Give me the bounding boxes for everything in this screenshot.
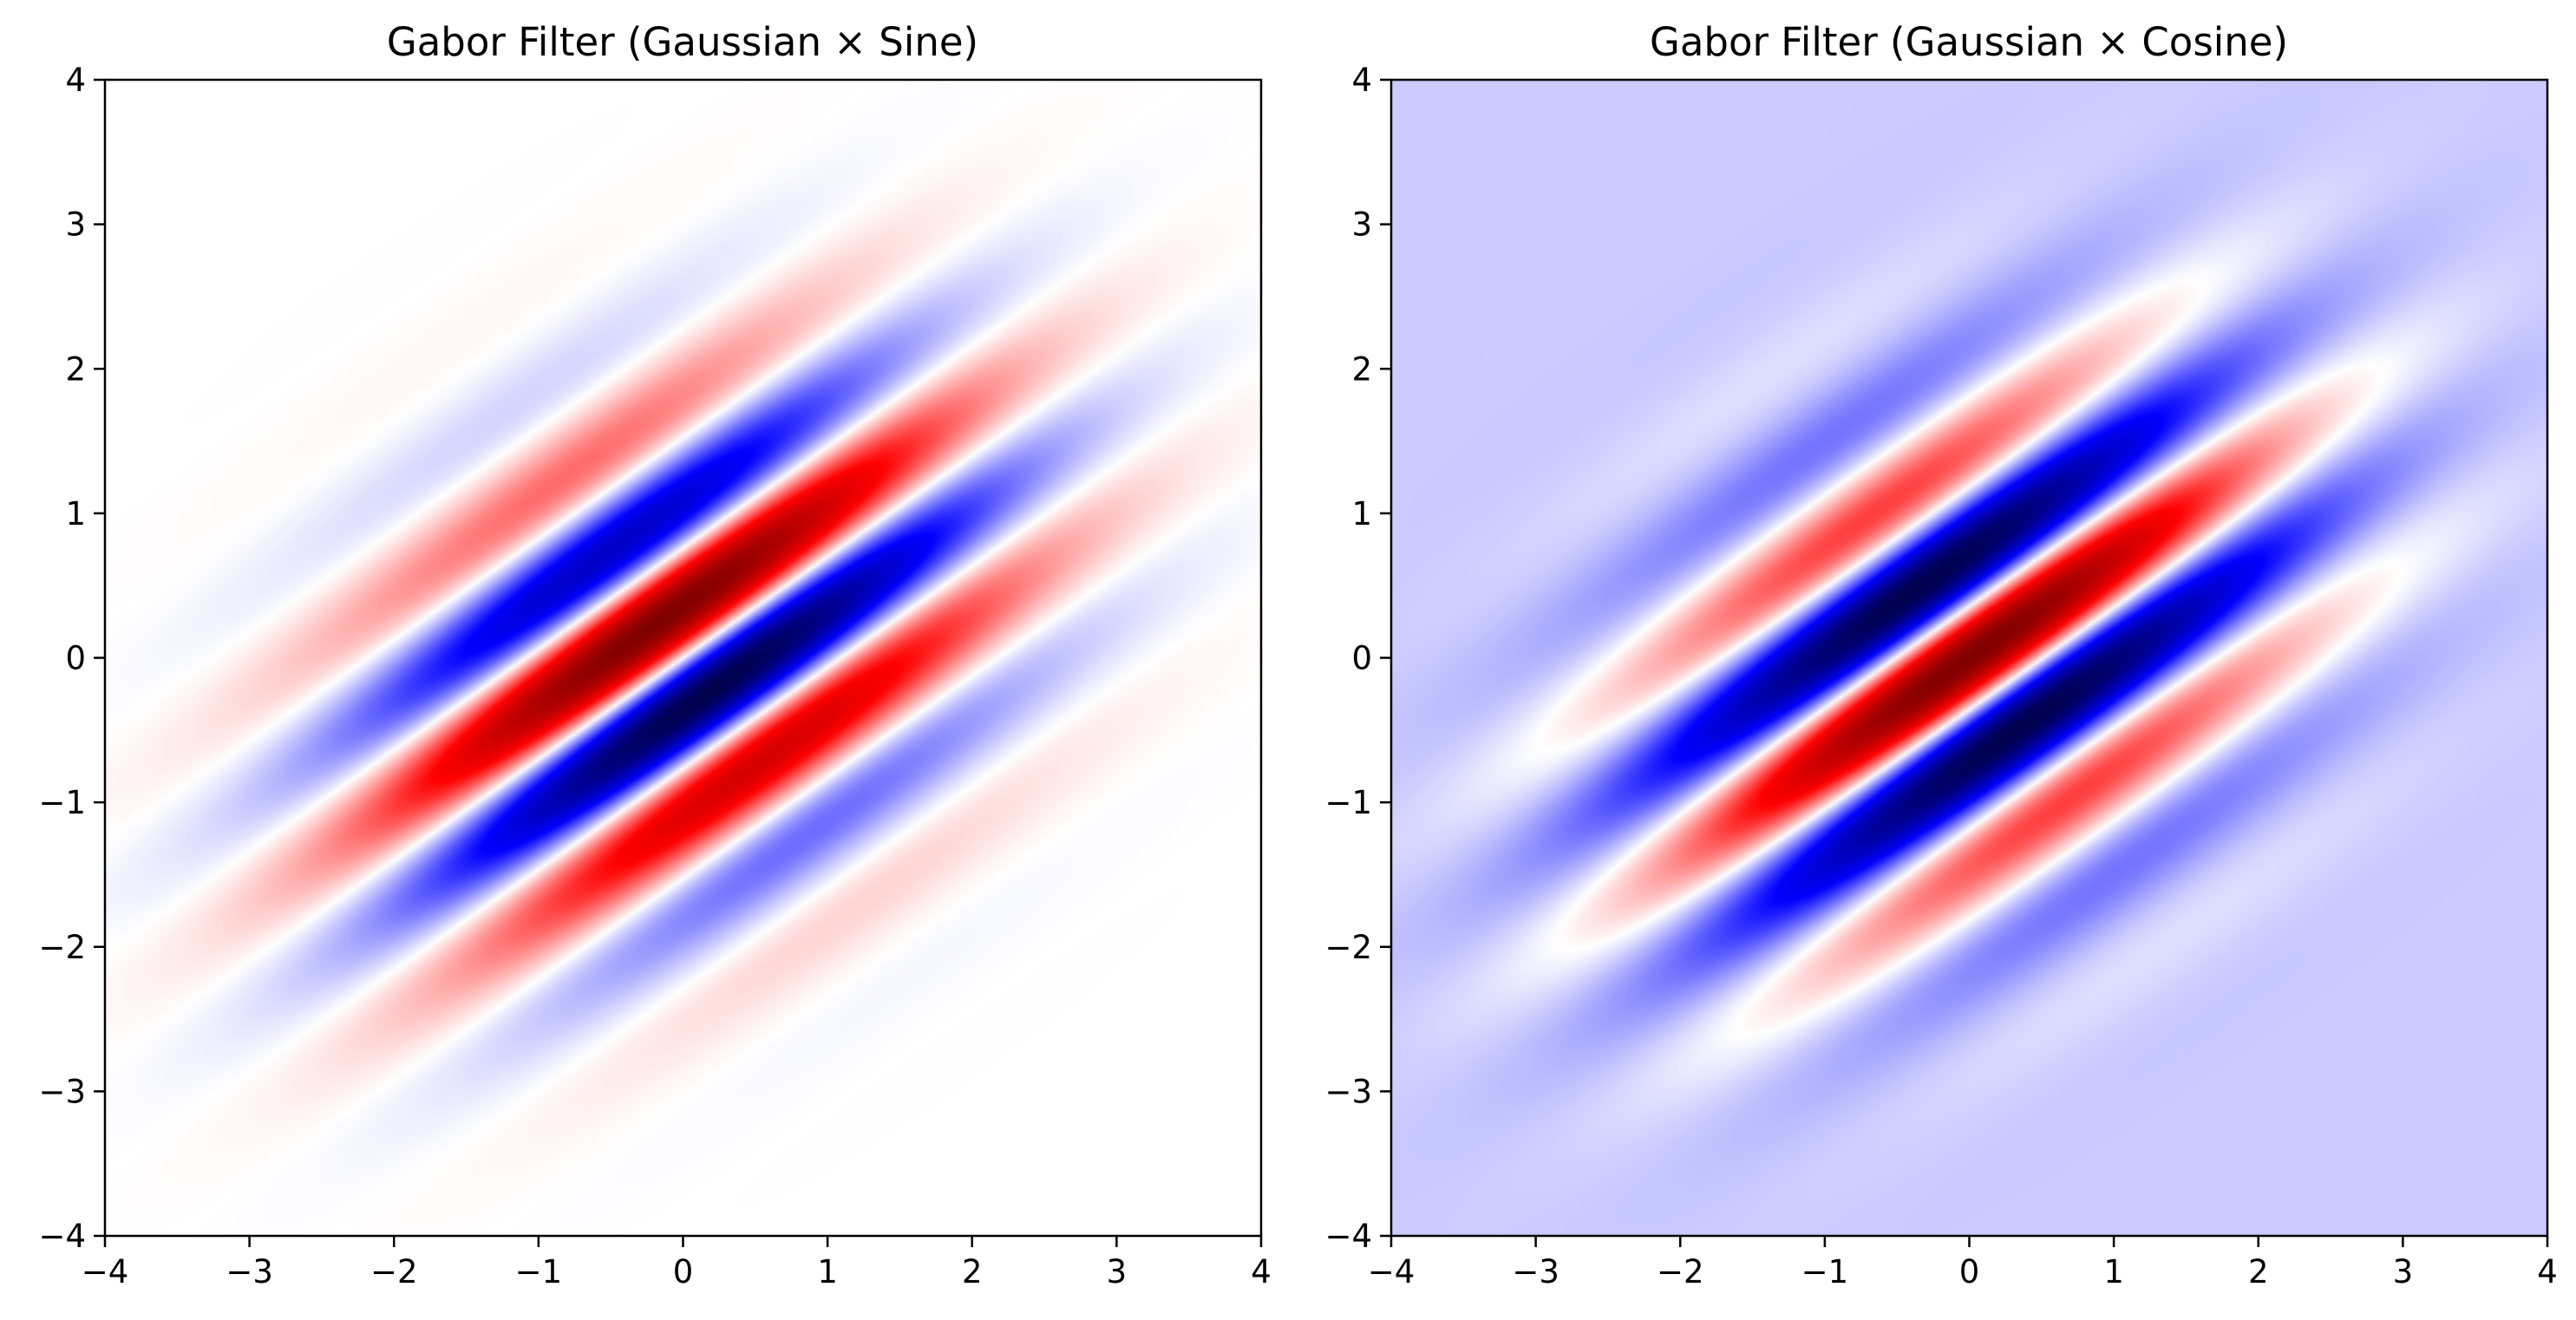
gabor-cosine-x-tick-label: −1 [1801,1253,1849,1291]
gabor-cosine-x-tick-label: −3 [1512,1253,1559,1291]
gabor-sine-y-tick-label: −1 [38,784,86,821]
gabor-sine-y-axis: −4 −3 −2 −1 0 1 2 3 4 [38,62,105,1255]
gabor-sine-y-tick-label: 2 [65,350,86,388]
gabor-sine-x-tick-label: −2 [370,1253,418,1291]
gabor-sine-x-tick-label: −4 [82,1253,129,1291]
gabor-cosine-x-tick-label: 3 [2393,1253,2414,1291]
gabor-cosine-y-tick-label: 4 [1351,62,1372,99]
gabor-sine-x-tick-label: 1 [817,1253,838,1291]
gabor-cosine-x-tick-label: 1 [2103,1253,2124,1291]
gabor-cosine-y-tick-label: 3 [1351,206,1372,244]
gabor-sine-heatmap [105,80,1261,1236]
gabor-sine-y-tick-label: 3 [65,206,86,244]
gabor-cosine-y-tick-label: −1 [1324,784,1372,821]
gabor-cosine-y-tick-label: −3 [1324,1073,1372,1110]
gabor-cosine-x-tick-label: −4 [1368,1253,1415,1291]
gabor-sine-x-tick-label: 3 [1107,1253,1128,1291]
gabor-sine-x-tick-label: 4 [1251,1253,1272,1291]
gabor-sine-x-axis: −4 −3 −2 −1 0 1 2 3 4 [82,1236,1272,1291]
gabor-sine-y-tick-label: 0 [65,640,86,677]
gabor-sine-y-tick-label: −4 [38,1218,86,1255]
gabor-cosine-x-tick-label: 2 [2248,1253,2269,1291]
gabor-sine-y-tick-label: 1 [65,495,86,533]
gabor-cosine-y-tick-label: −4 [1324,1218,1372,1255]
gabor-sine-y-tick-label: −3 [38,1073,86,1110]
gabor-sine-x-tick-label: 2 [962,1253,983,1291]
gabor-cosine-y-axis: −4 −3 −2 −1 0 1 2 3 4 [1324,62,1391,1255]
gabor-sine-title: Gabor Filter (Gaussian × Sine) [387,19,978,65]
gabor-cosine-panel: −4 −3 −2 −1 0 1 2 3 4 −4 −3 −2 −1 0 1 2 3 4 Gabor Filter… [1324,19,2557,1291]
gabor-sine-x-tick-label: 0 [673,1253,694,1291]
gabor-cosine-x-axis: −4 −3 −2 −1 0 1 2 3 4 [1368,1236,2558,1291]
gabor-cosine-y-tick-label: 1 [1351,495,1372,533]
gabor-sine-y-tick-label: −2 [38,929,86,966]
gabor-sine-x-tick-label: −1 [515,1253,563,1291]
gabor-cosine-x-tick-label: −2 [1657,1253,1704,1291]
gabor-cosine-x-tick-label: 4 [2537,1253,2558,1291]
gabor-cosine-y-tick-label: −2 [1324,929,1372,966]
gabor-cosine-heatmap [1391,80,2547,1236]
gabor-sine-panel: −4 −3 −2 −1 0 1 2 3 4 −4 −3 −2 −1 0 1 2 3 4 Gabor Filter… [38,19,1271,1291]
gabor-cosine-y-tick-label: 2 [1351,350,1372,388]
gabor-cosine-x-tick-label: 0 [1959,1253,1980,1291]
gabor-cosine-title: Gabor Filter (Gaussian × Cosine) [1650,19,2288,65]
gabor-sine-x-tick-label: −3 [226,1253,273,1291]
gabor-sine-y-tick-label: 4 [65,62,86,99]
gabor-cosine-y-tick-label: 0 [1351,640,1372,677]
